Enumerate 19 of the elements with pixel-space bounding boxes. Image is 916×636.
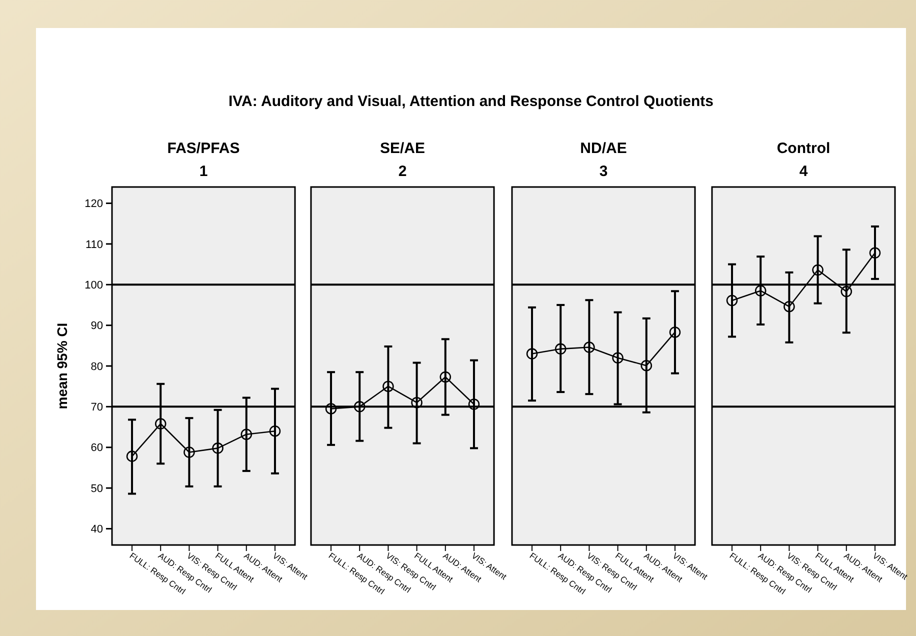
y-tick-label: 50: [90, 482, 103, 495]
text: IVA: Auditory and Visual, Attention and Response Control Quotients: [228, 93, 714, 110]
chart-title: FAS/PFAS: [167, 140, 240, 157]
y-tick-label: 40: [90, 524, 103, 536]
chart-subtitle: 4: [799, 163, 808, 180]
chart-title: Control: [776, 140, 830, 157]
y-tick-label: 120: [84, 198, 103, 210]
y-axis-title: mean 95% CI: [54, 322, 70, 410]
chart-title: SE/AE: [380, 140, 426, 157]
y-tick-label: 90: [90, 320, 103, 332]
y-tick-label: 70: [90, 402, 103, 414]
y-tick-label: 110: [85, 238, 103, 251]
chart-subtitle: 1: [199, 163, 208, 180]
y-tick-label: 100: [84, 279, 103, 292]
y-tick-label: 80: [90, 360, 103, 373]
chart-title: ND/AE: [580, 140, 627, 157]
chart-subtitle: 3: [599, 163, 608, 180]
y-tick-label: 60: [90, 442, 103, 454]
chart-subtitle: 2: [398, 163, 407, 180]
